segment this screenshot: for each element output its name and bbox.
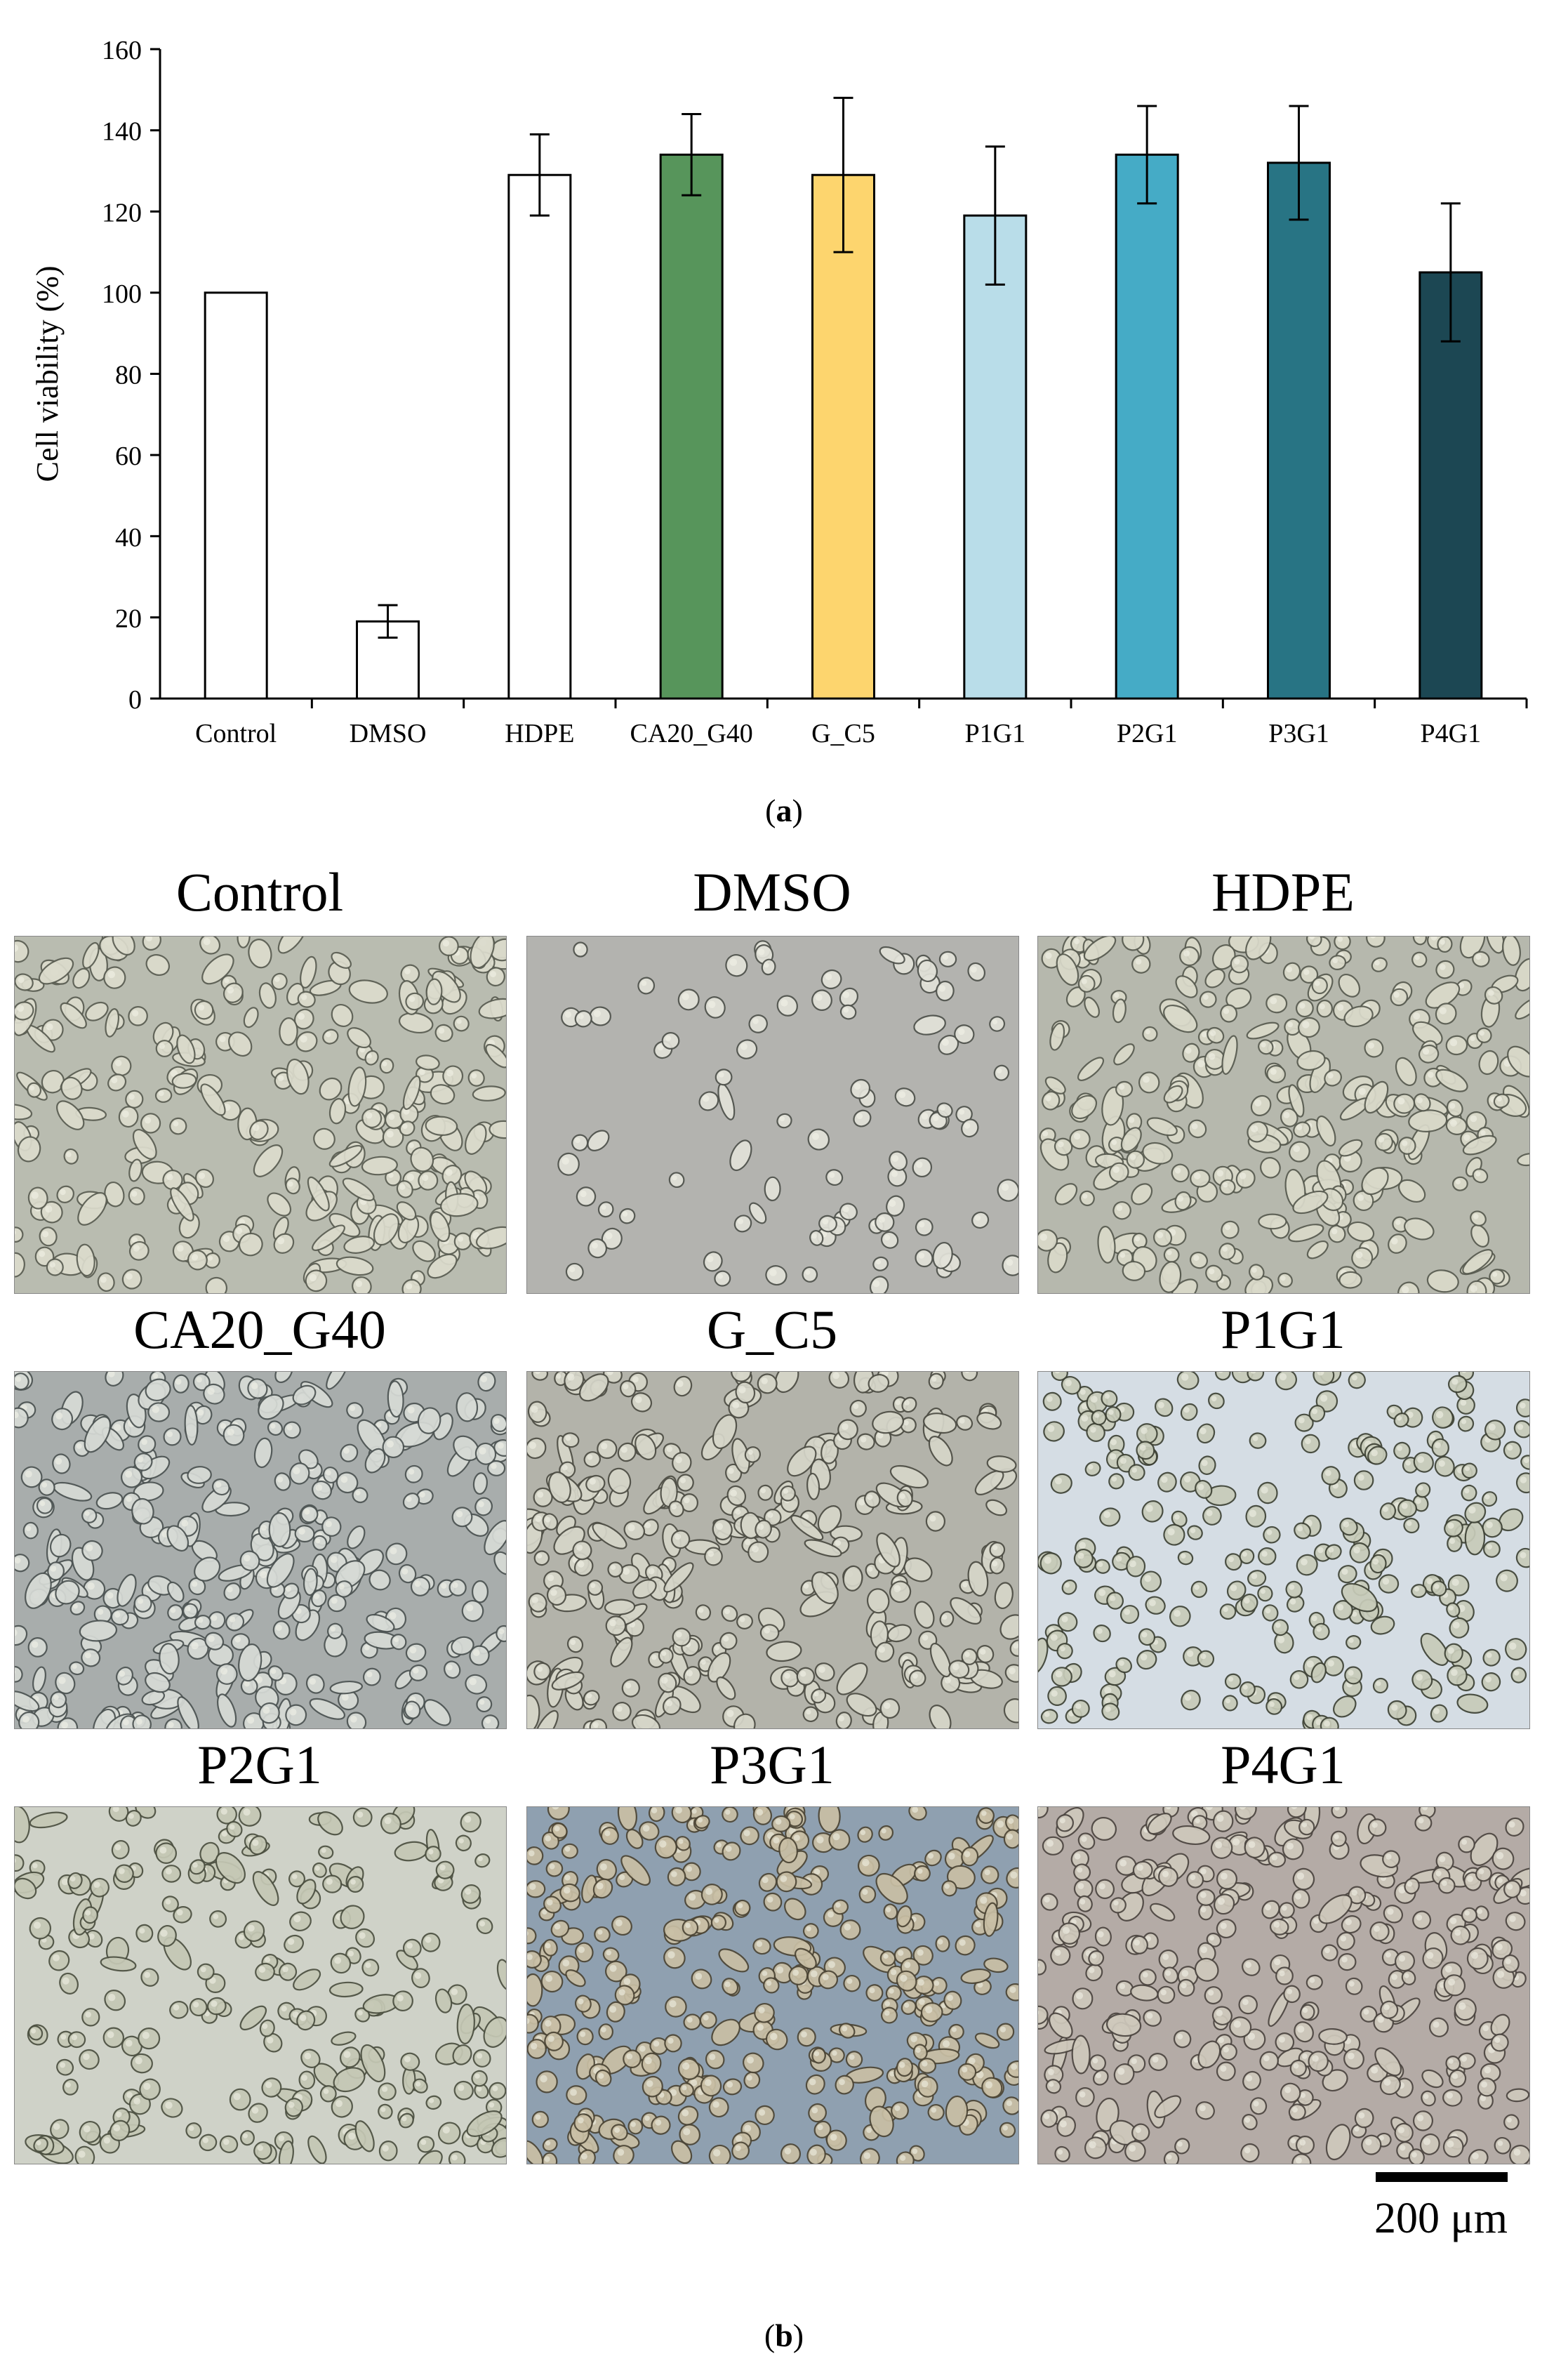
micrograph-title: Control bbox=[175, 861, 344, 922]
y-axis-label: Cell viability (%) bbox=[30, 266, 65, 482]
cell-image bbox=[15, 937, 506, 1293]
cell-image bbox=[1038, 1372, 1529, 1728]
bar-p3g1 bbox=[1267, 161, 1331, 700]
y-tick-label: 160 bbox=[102, 36, 142, 65]
bar-ca20_g40 bbox=[659, 153, 724, 700]
x-tick-label: HDPE bbox=[505, 719, 574, 748]
y-tick-label: 120 bbox=[102, 198, 142, 227]
micrograph-g_c5 bbox=[526, 1371, 1019, 1729]
micrograph-dmso bbox=[526, 936, 1019, 1294]
x-tick-label: CA20_G40 bbox=[630, 719, 753, 748]
bar-p2g1 bbox=[1115, 153, 1179, 700]
micrograph-title: P2G1 bbox=[197, 1734, 322, 1795]
bar-g_c5 bbox=[811, 173, 875, 700]
micrograph-p3g1 bbox=[526, 1806, 1019, 2164]
micrograph-ca20_g40 bbox=[14, 1371, 507, 1729]
bar-hdpe bbox=[507, 173, 572, 700]
micrograph-title: P3G1 bbox=[710, 1734, 835, 1795]
micrograph-p2g1 bbox=[14, 1806, 507, 2164]
scale-bar bbox=[1376, 2172, 1508, 2182]
cell-image bbox=[15, 1372, 506, 1728]
micrograph-title: G_C5 bbox=[706, 1299, 838, 1360]
x-tick-label: P2G1 bbox=[1117, 719, 1178, 748]
cell-image bbox=[15, 1807, 506, 2164]
x-tick-label: P4G1 bbox=[1421, 719, 1482, 748]
micrograph-title: P4G1 bbox=[1221, 1734, 1346, 1795]
cell-image bbox=[1038, 1807, 1529, 2164]
cell-image bbox=[1038, 937, 1529, 1293]
micrograph-title: P1G1 bbox=[1221, 1299, 1346, 1360]
cell-image bbox=[527, 1807, 1018, 2164]
micrograph-title: HDPE bbox=[1211, 861, 1355, 922]
bar-control bbox=[204, 291, 268, 700]
x-tick-label: DMSO bbox=[350, 719, 427, 748]
y-tick-label: 100 bbox=[102, 279, 142, 309]
panel-label-a: (a) bbox=[765, 793, 803, 828]
x-tick-label: G_C5 bbox=[811, 719, 875, 748]
panel-label-b: (b) bbox=[764, 2317, 804, 2353]
micrograph-p1g1 bbox=[1037, 1371, 1530, 1729]
y-tick-label: 40 bbox=[115, 523, 142, 553]
y-tick-label: 20 bbox=[115, 604, 142, 633]
y-tick-label: 0 bbox=[128, 685, 142, 715]
cell-image bbox=[527, 1372, 1018, 1728]
micrograph-p4g1 bbox=[1037, 1806, 1530, 2164]
bar-p1g1 bbox=[963, 214, 1028, 700]
bar-chart: 0 20 40 60 80 100 120 140 160 Cell viability (%) C… bbox=[30, 36, 1528, 748]
x-tick-label: Control bbox=[195, 719, 277, 748]
y-tick-label: 140 bbox=[102, 117, 142, 147]
cell-image bbox=[527, 937, 1018, 1293]
scale-bar-label: 200 μm bbox=[1374, 2195, 1508, 2242]
y-tick-label: 60 bbox=[115, 442, 142, 471]
y-tick-label: 80 bbox=[115, 361, 142, 390]
micrograph-hdpe bbox=[1037, 936, 1530, 1294]
x-tick-label: P1G1 bbox=[965, 719, 1026, 748]
micrograph-title: DMSO bbox=[693, 861, 851, 922]
micrograph-control bbox=[14, 936, 507, 1294]
bar-p4g1 bbox=[1418, 271, 1483, 700]
micrograph-title: CA20_G40 bbox=[133, 1299, 386, 1360]
x-tick-label: P3G1 bbox=[1268, 719, 1329, 748]
